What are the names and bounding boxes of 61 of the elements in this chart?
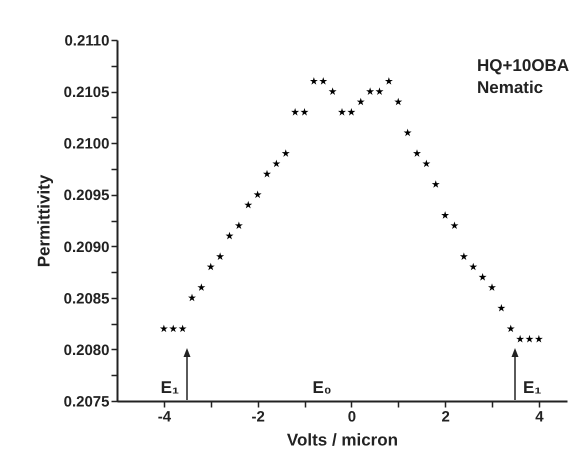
point <box>310 77 318 85</box>
annotation: E₁ <box>523 378 542 397</box>
point <box>422 160 430 168</box>
y-tick-label: 0.2105 <box>64 84 110 102</box>
point <box>488 283 496 291</box>
point <box>263 170 271 178</box>
point <box>254 190 262 198</box>
y-tick-label: 0.2085 <box>64 290 110 308</box>
point <box>328 87 337 95</box>
point <box>376 87 384 95</box>
point <box>478 273 487 281</box>
point <box>169 324 178 332</box>
point <box>338 108 346 116</box>
point <box>216 252 224 260</box>
point <box>319 77 328 85</box>
y-tick-label: 0.2090 <box>64 238 110 256</box>
annotation: HQ+10OBA <box>477 56 570 75</box>
y-tick-label: 0.2080 <box>64 342 110 359</box>
annotation: E₀ <box>312 378 332 397</box>
point <box>234 221 243 230</box>
y-tick-label: 0.2075 <box>64 394 110 410</box>
point <box>441 211 450 219</box>
point <box>404 128 412 136</box>
point <box>282 149 290 157</box>
x-tick-label: 2 <box>441 408 450 426</box>
x-tick-label: 0 <box>348 408 356 426</box>
point <box>460 252 468 260</box>
point <box>347 108 356 116</box>
point <box>356 98 365 106</box>
x-axis-title: Volts / micron <box>286 430 398 450</box>
y-tick-label: 0.2110 <box>64 32 110 50</box>
x-tick-label: 4 <box>535 408 544 426</box>
x-tick-label: -4 <box>158 408 172 426</box>
point <box>497 304 506 312</box>
y-tick-label: 0.2095 <box>64 187 110 204</box>
point <box>366 87 374 95</box>
point <box>534 334 543 342</box>
y-axis-title: Permittivity <box>34 174 54 268</box>
point <box>291 108 300 116</box>
point <box>516 334 524 342</box>
point <box>432 180 440 188</box>
point <box>160 324 168 332</box>
point <box>178 324 187 332</box>
point <box>384 77 393 85</box>
point <box>272 160 280 168</box>
annotation: Nematic <box>477 78 544 97</box>
point <box>244 200 252 208</box>
point <box>526 334 534 342</box>
point <box>506 324 515 332</box>
x-tick-label: -2 <box>251 408 265 426</box>
y-tick-label: 0.2100 <box>64 136 110 153</box>
point <box>450 221 458 230</box>
point <box>226 232 234 240</box>
point <box>413 149 421 157</box>
point <box>394 98 402 106</box>
point <box>197 283 206 291</box>
point <box>188 294 196 302</box>
point <box>206 262 215 270</box>
annotation: E₁ <box>160 378 179 397</box>
point <box>469 262 478 270</box>
point <box>300 108 308 116</box>
